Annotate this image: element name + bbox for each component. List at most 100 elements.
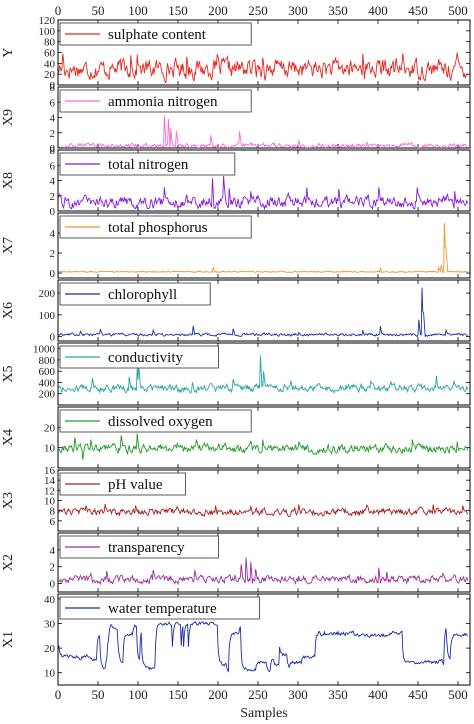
y-tick-label: 200	[39, 389, 56, 401]
y-tick-label: 40	[44, 594, 56, 606]
series-line-x7	[58, 222, 468, 274]
y-tick-label: 10	[44, 443, 56, 455]
panel-label-x7: X7	[1, 237, 16, 254]
series-line-x6	[58, 287, 468, 338]
panel-frame	[57, 212, 471, 279]
x-tick-label-top: 500	[448, 3, 468, 18]
y-tick-label: 0	[50, 579, 56, 591]
x-tick-label-top: 350	[328, 3, 348, 18]
x-tick-label-top: 200	[208, 3, 228, 18]
y-tick-label: 4	[50, 176, 56, 188]
y-tick-label: 6	[50, 97, 56, 109]
legend-box	[59, 535, 219, 559]
series-line-x5	[58, 355, 469, 395]
x-tick-label-top: 250	[248, 3, 268, 18]
panel-label-x9: X9	[1, 109, 16, 126]
legend-entry: ammonia nitrogen	[108, 94, 218, 110]
x-tick-label-bottom: 100	[128, 687, 148, 702]
panel-frame	[57, 532, 471, 593]
x-tick-label-bottom: 450	[408, 687, 428, 702]
legend-entry: dissolved oxygen	[108, 414, 213, 430]
panel-label-x5: X5	[1, 365, 16, 382]
y-tick-label: 100	[39, 310, 56, 322]
panel-label-y: Y	[1, 47, 16, 57]
y-tick-label: 20	[44, 643, 56, 655]
y-tick-label: 120	[39, 15, 56, 27]
y-tick-label: 40	[44, 58, 56, 70]
panel-frame	[57, 593, 471, 686]
legend-box	[59, 22, 252, 46]
y-tick-label: 0	[50, 206, 56, 218]
legend-entry: water temperature	[108, 601, 217, 617]
legend-box	[59, 472, 186, 496]
y-tick-label: 0	[50, 268, 56, 280]
y-tick-label: 8	[50, 145, 56, 157]
y-tick-label: 2	[50, 128, 56, 140]
series-line-x2	[58, 557, 469, 586]
y-tick-label: 30	[44, 619, 56, 631]
legend-entry: total nitrogen	[108, 157, 189, 173]
y-tick-label: 60	[44, 48, 56, 60]
y-tick-label: 100	[39, 26, 56, 38]
panel-label-x4: X4	[1, 429, 16, 446]
panel-label-x1: X1	[1, 631, 16, 648]
panel-label-x8: X8	[1, 172, 16, 189]
x-tick-label-top: 100	[128, 3, 148, 18]
series-line-y	[58, 52, 468, 84]
y-tick-label: 0	[50, 332, 56, 344]
y-tick-label: 800	[39, 355, 56, 367]
series-line-x9	[58, 115, 468, 149]
legend-entry: pH value	[108, 477, 163, 493]
x-tick-label-bottom: 400	[368, 687, 388, 702]
legend-box	[59, 345, 219, 369]
legend-entry: transparency	[108, 540, 185, 556]
x-tick-label-bottom: 250	[248, 687, 268, 702]
series-line-x8	[58, 175, 469, 211]
y-tick-label: 0	[50, 143, 56, 155]
x-tick-label-top: 400	[368, 3, 388, 18]
y-tick-label: 80	[44, 37, 56, 49]
series-line-x4	[58, 433, 469, 460]
x-tick-label-bottom: 150	[168, 687, 188, 702]
y-tick-label: 4	[50, 228, 56, 240]
x-tick-label-bottom: 350	[328, 687, 348, 702]
legend-box	[59, 282, 211, 306]
panel-label-x3: X3	[1, 492, 16, 509]
panel-label-x2: X2	[1, 554, 16, 571]
x-tick-label-bottom: 50	[92, 687, 105, 702]
x-tick-label-bottom: 500	[448, 687, 468, 702]
x-tick-label-bottom: 200	[208, 687, 228, 702]
y-tick-label: 0	[50, 80, 56, 92]
y-tick-label: 2	[50, 191, 56, 203]
y-tick-label: 6	[50, 516, 56, 528]
y-tick-label: 16	[44, 465, 56, 477]
x-tick-label-top: 150	[168, 3, 188, 18]
y-tick-label: 20	[44, 422, 56, 434]
y-tick-label: 14	[44, 475, 56, 487]
x-axis-title: Samples	[240, 706, 287, 721]
panel-frame	[57, 406, 471, 469]
y-tick-label: 4	[50, 545, 56, 557]
panel-label-x6: X6	[1, 302, 16, 319]
y-tick-label: 4	[50, 113, 56, 125]
x-tick-label-top: 300	[288, 3, 308, 18]
y-tick-label: 200	[39, 288, 56, 300]
y-tick-label: 8	[50, 506, 56, 518]
y-tick-label: 10	[44, 668, 56, 680]
legend-box	[59, 152, 236, 176]
y-tick-label: 400	[39, 377, 56, 389]
legend-box	[59, 215, 252, 239]
series-line-x1	[58, 620, 468, 673]
y-tick-label: 1000	[33, 344, 56, 356]
x-tick-label-top: 450	[408, 3, 428, 18]
y-tick-label: 2	[50, 248, 56, 260]
legend-entry: conductivity	[108, 350, 183, 366]
panel-frame	[57, 279, 471, 342]
y-tick-label: 20	[44, 69, 56, 81]
legend-box	[59, 596, 260, 620]
legend-entry: chlorophyll	[108, 287, 177, 303]
y-tick-label: 10	[44, 496, 56, 508]
x-tick-label-top: 0	[55, 3, 62, 18]
legend-entry: total phosphorus	[108, 220, 208, 236]
